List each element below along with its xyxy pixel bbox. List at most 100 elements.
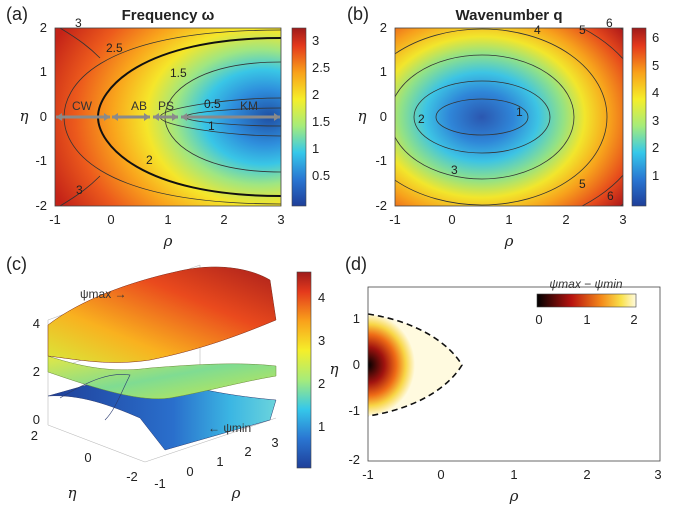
y-tick-c-1: 2: [31, 428, 38, 443]
colorbar-b: 6 5 4 3 2 1: [632, 28, 659, 206]
x-tick-a-4: 2: [220, 212, 227, 227]
x-tick-b-4: 2: [562, 212, 569, 227]
panel-label-b: (b): [347, 4, 369, 24]
colorbar-a-tick-6: 0.5: [312, 168, 330, 183]
contour-label-b-7: 5: [579, 177, 586, 191]
heatmap-b: [292, 0, 672, 247]
y-ticks-d: 1 0 -1 -2: [348, 311, 360, 467]
panel-c: (c) ψmax → ← ψmin 4 2 0 2 0 -2 -1 0 1: [6, 254, 325, 502]
x-tick-c-1: -1: [154, 476, 166, 491]
contour-label-a-4: 0.5: [204, 97, 221, 111]
colorbar-c-tick-4: 1: [318, 419, 325, 434]
surface-psi-max: [48, 267, 276, 363]
contour-label-a-1: 3: [75, 16, 82, 30]
y-tick-b-5: -2: [375, 198, 387, 213]
colorbar-a-tick-4: 1.5: [312, 114, 330, 129]
chart-title-b: Wavenumber q: [456, 7, 563, 24]
x-tick-d-3: 1: [510, 467, 517, 482]
heatmap-a: [55, 28, 281, 206]
x-tick-c-4: 2: [244, 444, 251, 459]
z-tick-c-3: 0: [33, 412, 40, 427]
x-axis-label-d: ρ: [509, 487, 519, 505]
x-tick-c-2: 0: [186, 464, 193, 479]
y-tick-b-2: 1: [380, 64, 387, 79]
x-axis-label-b: ρ: [504, 232, 514, 250]
y-tick-b-4: -1: [375, 153, 387, 168]
x-tick-a-1: -1: [49, 212, 61, 227]
colorbar-c-tick-2: 3: [318, 333, 325, 348]
contour-label-b-3: 6: [606, 16, 613, 30]
y-tick-a-1: 2: [40, 20, 47, 35]
annotation-psi-max: ψmax →: [80, 287, 127, 301]
y-tick-a-4: -1: [35, 153, 47, 168]
colorbar-c: 4 3 2 1: [297, 272, 325, 468]
colorbar-b-tick-4: 3: [652, 113, 659, 128]
region-label-ab: AB: [131, 99, 147, 113]
colorbar-b-tick-6: 1: [652, 168, 659, 183]
contour-label-b-4: 2: [418, 112, 425, 126]
contour-label-a-3: 1.5: [170, 66, 187, 80]
contour-label-a-6: 2: [146, 153, 153, 167]
contour-label-a-7: 3: [76, 183, 83, 197]
x-tick-c-3: 1: [216, 454, 223, 469]
x-tick-d-4: 2: [583, 467, 590, 482]
region-label-km: KM: [240, 99, 258, 113]
contour-label-b-5: 1: [516, 105, 523, 119]
colorbar-b-tick-2: 5: [652, 58, 659, 73]
colorbar-d-tick-3: 2: [630, 312, 637, 327]
y-tick-a-5: -2: [35, 198, 47, 213]
x-tick-b-2: 0: [448, 212, 455, 227]
colorbar-a-tick-3: 2: [312, 87, 319, 102]
x-tick-d-5: 3: [654, 467, 661, 482]
contour-label-b-6: 3: [451, 163, 458, 177]
x-tick-a-5: 3: [277, 212, 284, 227]
contour-label-b-2: 5: [579, 23, 586, 37]
x-axis-label-c: ρ: [231, 484, 241, 502]
heatmap-d: [368, 314, 462, 416]
contour-label-b-8: 6: [607, 189, 614, 203]
colorbar-b-tick-1: 6: [652, 30, 659, 45]
panel-label-c: (c): [6, 254, 27, 274]
colorbar-d-title: ψmax − ψmin: [549, 277, 622, 291]
panel-a: (a) Frequency ω 3 2.5 1.5: [6, 4, 330, 250]
contour-label-a-2: 2.5: [106, 41, 123, 55]
y-ticks-a: 2 1 0 -1 -2: [35, 20, 47, 213]
region-label-cw: CW: [72, 99, 93, 113]
y-tick-d-1: 1: [353, 311, 360, 326]
x-axis-label-a: ρ: [163, 232, 173, 250]
y-tick-a-2: 1: [40, 64, 47, 79]
x-tick-b-3: 1: [505, 212, 512, 227]
x-tick-b-5: 3: [619, 212, 626, 227]
x-tick-d-1: -1: [362, 467, 374, 482]
y-tick-d-2: 0: [353, 357, 360, 372]
y-tick-d-3: -1: [348, 403, 360, 418]
region-label-ps: PS: [158, 99, 174, 113]
y-axis-label-c: η: [68, 484, 77, 502]
panel-label-d: (d): [345, 254, 367, 274]
z-tick-c-2: 2: [33, 364, 40, 379]
y-tick-b-1: 2: [380, 20, 387, 35]
colorbar-a-tick-1: 3: [312, 33, 319, 48]
contour-label-a-5: 1: [208, 119, 215, 133]
panel-d: (d) ψmax − ψmin 0 1 2 -1 0 1 2 3 1 0 -1 …: [330, 254, 662, 505]
annotation-psi-min: ← ψmin: [208, 421, 251, 435]
z-tick-c-1: 4: [33, 316, 40, 331]
x-tick-a-2: 0: [107, 212, 114, 227]
x-tick-c-5: 3: [271, 435, 278, 450]
x-ticks-b: -1 0 1 2 3: [389, 212, 626, 227]
y-tick-c-3: -2: [126, 469, 138, 484]
panel-b: (b) Wavenumber q 4 5 6 2 1 3 5 6 -1 0 1 …: [292, 0, 672, 250]
x-ticks-d: -1 0 1 2 3: [362, 467, 661, 482]
y-tick-d-4: -2: [348, 452, 360, 467]
colorbar-d-tick-2: 1: [583, 312, 590, 327]
colorbar-d: ψmax − ψmin 0 1 2: [535, 277, 637, 327]
y-axis-label-a: η: [20, 107, 29, 125]
x-tick-d-2: 0: [437, 467, 444, 482]
y-tick-b-3: 0: [380, 109, 387, 124]
panel-label-a: (a): [6, 4, 28, 24]
colorbar-c-tick-3: 2: [318, 376, 325, 391]
colorbar-d-tick-1: 0: [535, 312, 542, 327]
chart-title-a: Frequency ω: [122, 7, 215, 24]
y-ticks-c: 2 0 -2: [31, 428, 138, 484]
colorbar-a-tick-5: 1: [312, 141, 319, 156]
